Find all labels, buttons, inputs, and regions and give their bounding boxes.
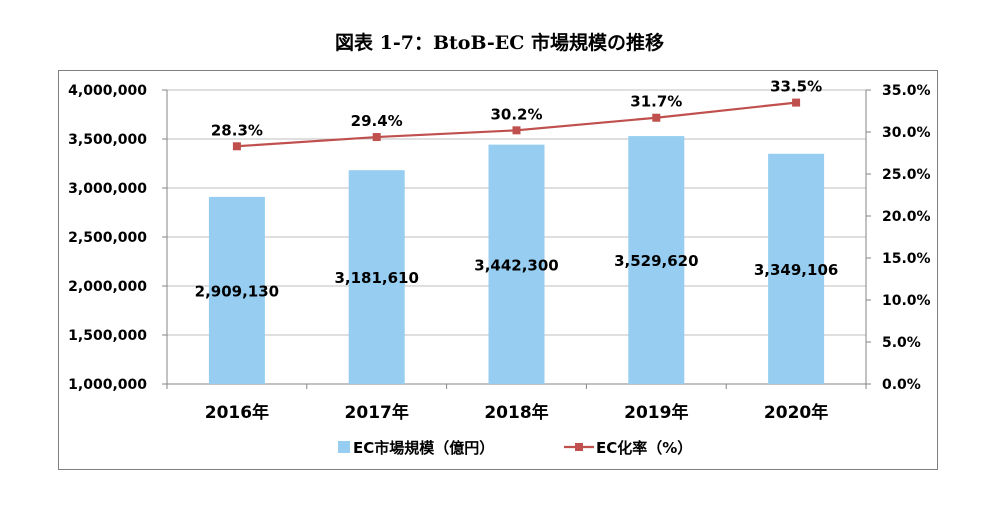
legend-swatch-bar: [338, 441, 350, 453]
bar: [768, 153, 825, 384]
line-marker: [232, 142, 241, 151]
line-data-label: 31.7%: [630, 93, 682, 111]
line-marker: [372, 133, 381, 142]
line-marker: [512, 126, 521, 135]
line-data-label: 33.5%: [770, 78, 822, 96]
y-left-tick-label: 4,000,000: [68, 83, 147, 99]
legend-label-line: EC化率（%）: [596, 439, 692, 457]
line-data-label: 30.2%: [490, 105, 542, 123]
y-right-tick-label: 30.0%: [882, 125, 931, 141]
y-left-tick-label: 3,000,000: [68, 181, 147, 197]
bar-data-label: 3,181,610: [334, 269, 418, 287]
y-left-tick-label: 2,000,000: [68, 279, 147, 295]
y-left-tick-label: 1,000,000: [68, 377, 147, 393]
x-tick-label: 2019年: [624, 402, 688, 423]
x-tick-label: 2016年: [205, 402, 269, 423]
y-left-tick-label: 1,500,000: [68, 328, 147, 344]
y-right-tick-label: 25.0%: [882, 167, 931, 183]
y-right-tick-label: 5.0%: [882, 335, 921, 351]
bar: [488, 144, 545, 384]
bar-data-label: 3,349,106: [754, 261, 838, 279]
line-data-label: 28.3%: [211, 121, 263, 139]
bar: [208, 196, 265, 384]
x-tick-label: 2020年: [764, 402, 828, 423]
bar-data-label: 2,909,130: [195, 282, 279, 300]
page-title: 図表 1-7：BtoB-EC 市場規模の推移: [335, 32, 664, 54]
y-left-tick-label: 2,500,000: [68, 230, 147, 246]
bar-data-label: 3,529,620: [614, 252, 698, 270]
bar: [348, 170, 405, 384]
y-left-tick-label: 3,500,000: [68, 132, 147, 148]
line-marker: [792, 98, 801, 107]
y-right-tick-label: 10.0%: [882, 293, 931, 309]
bar-data-label: 3,442,300: [474, 256, 558, 274]
chart-frame: [58, 70, 938, 470]
line-marker: [652, 113, 661, 122]
y-right-tick-label: 20.0%: [882, 209, 931, 225]
x-tick-label: 2017年: [345, 402, 409, 423]
line-data-label: 29.4%: [351, 112, 403, 130]
bar: [628, 136, 685, 384]
x-tick-label: 2018年: [484, 402, 548, 423]
y-right-tick-label: 0.0%: [882, 377, 921, 393]
y-right-tick-label: 15.0%: [882, 251, 931, 267]
legend-label-bar: EC市場規模（億円）: [353, 439, 494, 457]
y-right-tick-label: 35.0%: [882, 83, 931, 99]
legend-swatch-marker: [575, 443, 583, 451]
